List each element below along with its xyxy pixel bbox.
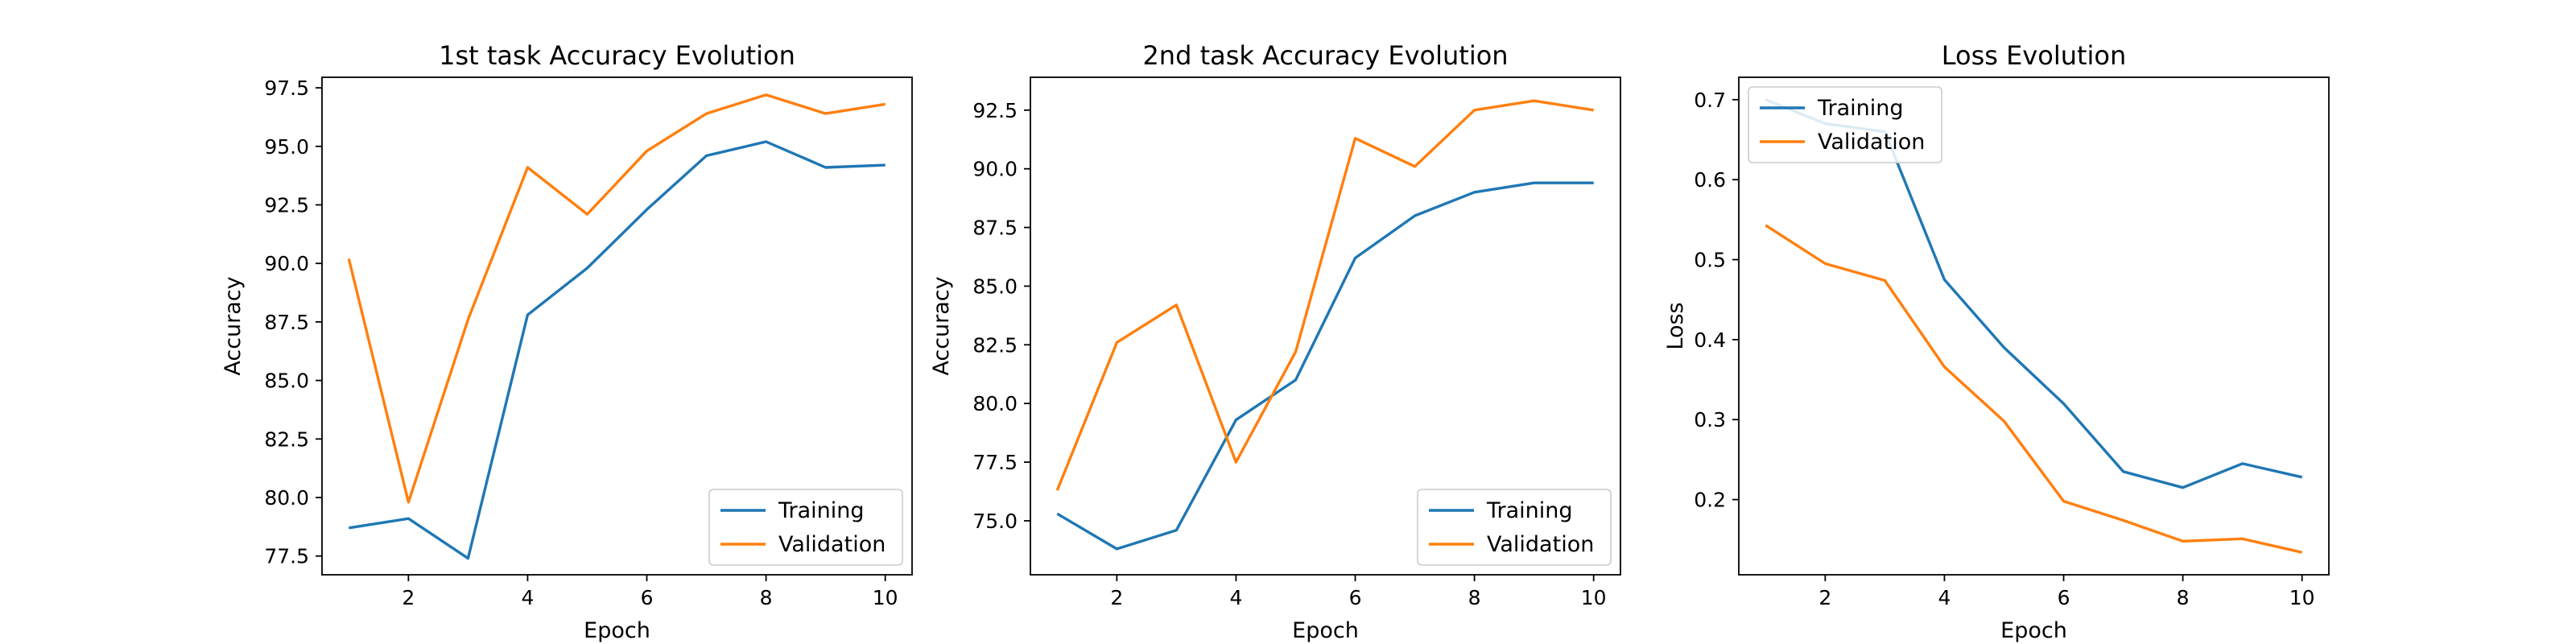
x-axis-label: Epoch [2000, 618, 2067, 643]
legend: Training Validation [1748, 86, 1942, 163]
y-tick-label: 77.5 [264, 545, 309, 568]
x-tick-label: 4 [1229, 586, 1242, 609]
y-tick-label: 77.5 [972, 451, 1018, 474]
x-tick-label: 10 [2289, 586, 2315, 609]
series-line-validation [347, 93, 886, 504]
series-line-validation [1765, 224, 2303, 554]
x-tick-label: 6 [2058, 586, 2070, 609]
y-axis-label: Accuracy [221, 276, 246, 375]
y-tick-label: 75.0 [972, 510, 1018, 533]
x-tick-label: 2 [1818, 586, 1831, 609]
x-tick-label: 10 [1581, 586, 1607, 609]
y-tick-label: 85.0 [264, 369, 309, 393]
y-tick-label: 87.5 [972, 217, 1018, 240]
legend-box [1417, 489, 1612, 566]
legend-box [1748, 86, 1942, 163]
y-tick-label: 95.0 [264, 135, 309, 159]
legend-label-validation: Validation [1818, 130, 1925, 155]
y-tick-label: 0.2 [1694, 489, 1726, 512]
y-tick-label: 80.0 [972, 392, 1018, 415]
legend-label-training: Training [778, 498, 865, 523]
x-tick-label: 10 [873, 586, 898, 609]
chart-panel-3: Loss Evolution 2 4 6 8 10 0.2 0.3 0.4 0.5 0.6 0.7 Ep… [1663, 40, 2330, 643]
y-axis-label: Loss [1663, 302, 1688, 349]
x-axis-label: Epoch [584, 618, 650, 643]
y-tick-label: 87.5 [264, 311, 309, 334]
y-tick-label: 92.5 [972, 99, 1018, 122]
x-tick-label: 2 [1110, 586, 1123, 609]
x-tick-label: 4 [521, 586, 534, 609]
y-tick-label: 82.5 [264, 427, 309, 451]
chart-title: 2nd task Accuracy Evolution [1142, 40, 1508, 71]
y-tick-label: 82.5 [972, 333, 1018, 357]
legend-label-training: Training [1486, 498, 1573, 523]
x-tick-label: 4 [1938, 586, 1951, 609]
y-tick-label: 80.0 [264, 486, 309, 510]
chart-title: 1st task Accuracy Evolution [439, 40, 795, 71]
chart-panel-1: 1st task Accuracy Evolution 2 4 6 8 10 77.5 80.… [221, 40, 913, 643]
legend-label-validation: Validation [1487, 532, 1594, 557]
x-tick-label: 8 [2177, 586, 2190, 609]
y-tick-label: 90.0 [972, 158, 1018, 181]
y-tick-label: 92.5 [264, 193, 309, 217]
plot-frame [1738, 76, 2330, 576]
y-tick-label: 97.5 [264, 76, 309, 100]
series-line-training [1056, 181, 1594, 551]
plot-frame [1030, 76, 1621, 576]
x-tick-label: 6 [641, 586, 654, 609]
y-axis-label: Accuracy [929, 276, 954, 375]
chart-title: Loss Evolution [1942, 40, 2127, 71]
legend-box [708, 489, 903, 566]
x-axis-label: Epoch [1292, 618, 1359, 643]
y-tick-label: 85.0 [972, 275, 1018, 298]
y-tick-label: 0.7 [1694, 89, 1726, 112]
legend-label-training: Training [1817, 96, 1904, 121]
y-tick-label: 0.6 [1694, 168, 1726, 192]
y-tick-label: 0.4 [1694, 328, 1726, 352]
x-tick-label: 8 [1468, 586, 1481, 609]
x-tick-label: 8 [760, 586, 773, 609]
legend-label-validation: Validation [778, 532, 886, 557]
legend: Training Validation [708, 489, 903, 566]
y-tick-label: 0.5 [1694, 249, 1726, 272]
legend: Training Validation [1417, 489, 1612, 566]
series-line-validation [1055, 99, 1594, 491]
x-tick-label: 2 [402, 586, 415, 609]
x-tick-label: 6 [1349, 586, 1362, 609]
plot-frame [321, 76, 913, 576]
y-tick-label: 0.3 [1694, 408, 1726, 431]
series-line-training [349, 140, 886, 560]
y-tick-label: 90.0 [264, 252, 309, 275]
chart-panel-2: 2nd task Accuracy Evolution 2 4 6 8 10 75.0 77.… [929, 40, 1621, 643]
